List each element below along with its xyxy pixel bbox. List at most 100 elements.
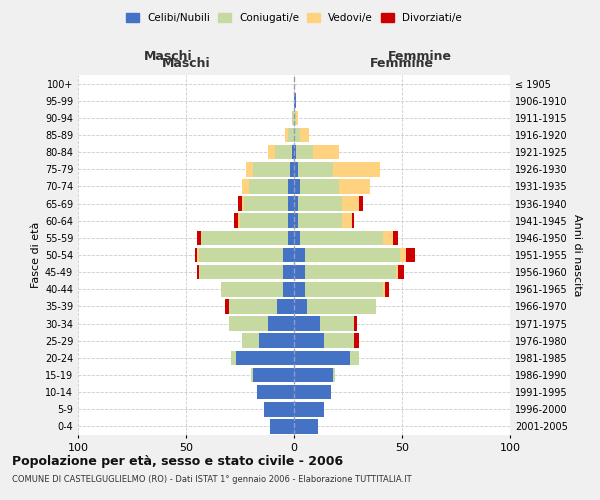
Bar (298, 214, 341, 228)
Text: Maschi: Maschi (143, 50, 193, 62)
Bar (275, 145, 292, 160)
Bar (283, 265, 294, 280)
Bar (247, 162, 253, 176)
Y-axis label: Anni di nascita: Anni di nascita (572, 214, 582, 296)
Bar (294, 248, 305, 262)
Bar (236, 350, 294, 365)
Bar (238, 214, 240, 228)
Bar (294, 299, 307, 314)
Bar (385, 282, 389, 296)
Bar (270, 419, 294, 434)
Text: Popolazione per età, sesso e stato civile - 2006: Popolazione per età, sesso e stato civil… (12, 455, 343, 468)
Bar (292, 110, 294, 125)
Bar (242, 179, 248, 194)
Bar (244, 196, 287, 211)
Bar (298, 162, 333, 176)
Bar (199, 265, 283, 280)
Bar (287, 230, 294, 245)
Bar (221, 282, 283, 296)
Bar (294, 110, 296, 125)
Bar (359, 196, 363, 211)
Bar (197, 230, 201, 245)
Bar (298, 196, 341, 211)
Bar (197, 248, 199, 262)
Bar (394, 230, 398, 245)
Bar (257, 385, 294, 400)
Text: COMUNE DI CASTELGUGLIELMO (RO) - Dati ISTAT 1° gennaio 2006 - Elaborazione TUTTI: COMUNE DI CASTELGUGLIELMO (RO) - Dati IS… (12, 475, 412, 484)
Bar (248, 179, 287, 194)
Bar (233, 214, 238, 228)
Bar (294, 214, 298, 228)
Bar (320, 316, 355, 331)
Bar (333, 162, 380, 176)
Bar (268, 316, 294, 331)
Text: Maschi: Maschi (161, 57, 211, 70)
Bar (294, 145, 296, 160)
Bar (301, 179, 340, 194)
Bar (307, 299, 376, 314)
Bar (400, 248, 406, 262)
Bar (194, 248, 197, 262)
Bar (398, 265, 404, 280)
Bar (313, 145, 340, 160)
Bar (406, 248, 415, 262)
Bar (350, 350, 359, 365)
Bar (259, 334, 294, 348)
Bar (287, 196, 294, 211)
Bar (340, 179, 370, 194)
Bar (355, 334, 359, 348)
Bar (294, 334, 324, 348)
Bar (301, 230, 383, 245)
Bar (287, 128, 294, 142)
Bar (294, 162, 298, 176)
Bar (294, 179, 301, 194)
Bar (229, 299, 277, 314)
Bar (286, 128, 287, 142)
Bar (294, 94, 296, 108)
Bar (355, 316, 356, 331)
Bar (264, 402, 294, 416)
Bar (294, 402, 324, 416)
Bar (333, 368, 335, 382)
Bar (242, 196, 244, 211)
Bar (341, 196, 359, 211)
Bar (294, 419, 318, 434)
Bar (341, 214, 352, 228)
Bar (225, 299, 229, 314)
Bar (268, 145, 275, 160)
Bar (294, 316, 320, 331)
Bar (242, 334, 259, 348)
Bar (251, 368, 253, 382)
Bar (287, 179, 294, 194)
Bar (197, 265, 199, 280)
Bar (290, 162, 294, 176)
Bar (238, 196, 242, 211)
Text: Femmine: Femmine (388, 50, 452, 62)
Bar (294, 368, 333, 382)
Bar (294, 265, 305, 280)
Bar (383, 282, 385, 296)
Bar (305, 282, 383, 296)
Bar (305, 265, 395, 280)
Bar (296, 110, 298, 125)
Bar (305, 248, 400, 262)
Bar (294, 196, 298, 211)
Bar (383, 230, 394, 245)
Bar (283, 248, 294, 262)
Bar (292, 145, 294, 160)
Y-axis label: Fasce di età: Fasce di età (31, 222, 41, 288)
Bar (287, 214, 294, 228)
Bar (201, 230, 287, 245)
Bar (199, 248, 283, 262)
Legend: Celibi/Nubili, Coniugati/e, Vedovi/e, Divorziati/e: Celibi/Nubili, Coniugati/e, Vedovi/e, Di… (123, 10, 465, 26)
Bar (229, 316, 268, 331)
Bar (296, 145, 313, 160)
Bar (253, 162, 290, 176)
Bar (294, 350, 350, 365)
Bar (283, 282, 294, 296)
Bar (240, 214, 287, 228)
Bar (294, 128, 301, 142)
Bar (352, 214, 355, 228)
Bar (277, 299, 294, 314)
Bar (294, 385, 331, 400)
